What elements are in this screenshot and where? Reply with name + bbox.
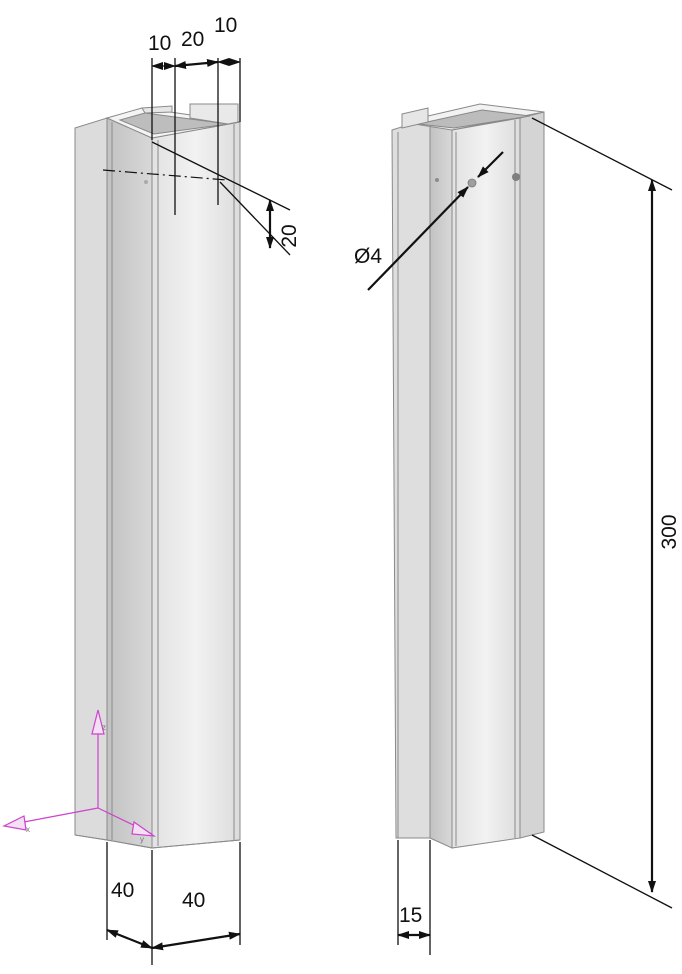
- right-side-flange: [519, 111, 545, 839]
- left-top-dimensions: 10 20 10: [148, 14, 241, 215]
- dim-left-bottom-a: 40: [111, 879, 134, 902]
- dim-left-bottom-b: 40: [182, 889, 205, 912]
- right-profile: [391, 103, 545, 849]
- axis-x-label: x: [26, 825, 30, 834]
- dim-right-flange: 15: [399, 904, 422, 927]
- left-side-face: [106, 117, 153, 849]
- right-side-face: [429, 117, 453, 849]
- dim-left-top-b: 20: [181, 28, 204, 51]
- right-hole-side: [512, 173, 520, 181]
- left-hole-dimension: 20: [151, 141, 301, 256]
- right-hole-dimension: Ø4: [354, 151, 504, 291]
- axis-triad: [2, 709, 157, 837]
- right-length-dimension: 300: [531, 117, 681, 909]
- left-front-face: [151, 121, 241, 849]
- right-front-face: [451, 117, 521, 849]
- dim-left-top-c: 10: [214, 14, 237, 37]
- dim-left-top-a: 10: [148, 32, 171, 55]
- right-hole-main: [467, 178, 477, 188]
- left-bottom-dimensions: 40 40: [106, 842, 241, 965]
- axis-z-label: z: [102, 723, 106, 732]
- dim-right-hole-diameter: Ø4: [354, 245, 382, 268]
- dim-left-hole-height: 20: [278, 224, 301, 247]
- right-flange-dimension: 15: [397, 840, 431, 955]
- right-top-opening: [417, 109, 531, 129]
- dim-right-length: 300: [658, 514, 681, 549]
- axis-y-label: y: [140, 835, 144, 844]
- left-profile: [74, 103, 241, 849]
- right-hole-flange: [435, 178, 439, 182]
